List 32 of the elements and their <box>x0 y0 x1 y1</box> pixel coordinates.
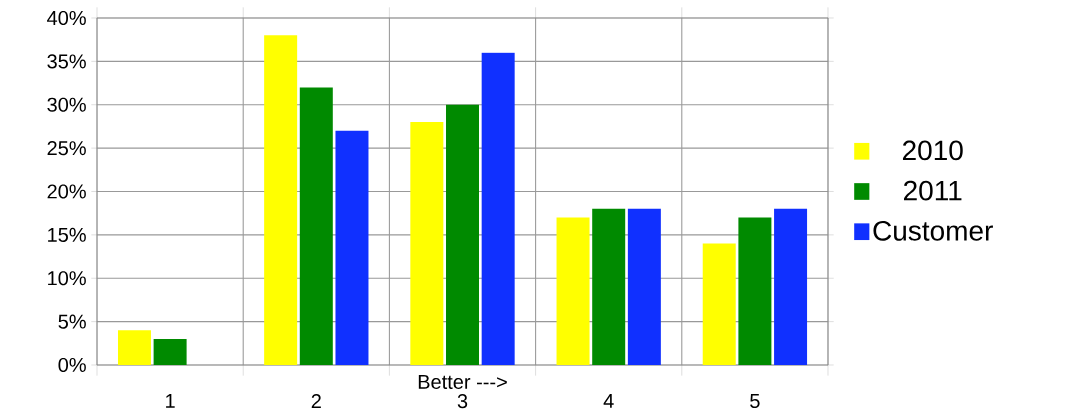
y-tick-label: 15% <box>48 227 86 242</box>
bar <box>299 87 333 365</box>
legend-label: 2010 <box>902 140 963 161</box>
bar <box>335 130 369 365</box>
y-tick-label: 20% <box>47 184 86 199</box>
y-tick-label: 5% <box>58 314 86 329</box>
y-tick-label: 30% <box>47 97 86 112</box>
bar <box>410 122 444 365</box>
x-tick-label: 1 <box>166 394 175 408</box>
bar <box>446 104 479 365</box>
x-tick-label: 5 <box>750 394 760 408</box>
y-tick-label: 35% <box>47 54 86 69</box>
legend-label: Customer <box>873 220 993 241</box>
x-tick-label: 4 <box>603 394 614 408</box>
x-tick-label: 2 <box>311 394 321 409</box>
bar <box>117 330 151 365</box>
y-tick-label: 0% <box>58 357 86 373</box>
x-axis-title: Better ---> <box>418 375 507 389</box>
bar <box>153 338 187 365</box>
y-tick-label: 10% <box>48 271 86 286</box>
y-tick-label: 25% <box>47 141 86 156</box>
bar <box>481 52 515 365</box>
bar <box>592 208 626 365</box>
bar <box>556 217 590 365</box>
y-tick-label: 40% <box>47 10 86 26</box>
bar <box>627 208 661 365</box>
x-tick-label: 3 <box>457 394 468 409</box>
legend-label: 2011 <box>904 180 962 201</box>
bar <box>264 35 298 365</box>
bar <box>738 217 772 365</box>
bar <box>702 243 736 365</box>
bar <box>774 208 808 365</box>
